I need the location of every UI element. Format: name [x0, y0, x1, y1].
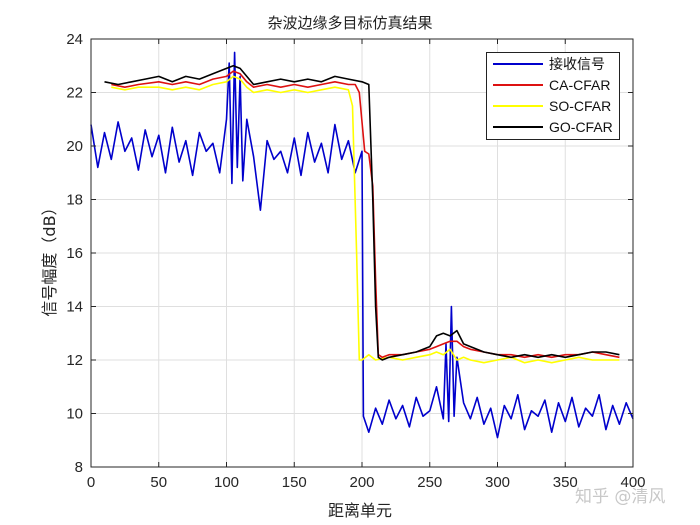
x-tick-label: 250 — [417, 474, 442, 491]
x-tick-label: 350 — [553, 474, 578, 491]
legend: 接收信号 CA-CFAR SO-CFAR GO-CFAR — [486, 52, 620, 140]
y-tick-label: 24 — [66, 31, 83, 48]
y-tick-label: 8 — [75, 459, 83, 476]
y-tick-label: 12 — [66, 352, 83, 369]
legend-label: 接收信号 — [549, 55, 605, 72]
x-tick-label: 0 — [87, 474, 95, 491]
axis-ticks: 0 50 100 150 200 250 300 350 400 8 10 12 14 16 18 20 22 2… — [66, 31, 645, 491]
chart-title: 杂波边缘多目标仿真结果 — [267, 14, 433, 32]
y-tick-label: 16 — [66, 245, 83, 262]
series-line-3 — [104, 65, 620, 361]
x-tick-label: 50 — [150, 474, 167, 491]
legend-label: GO-CFAR — [549, 118, 613, 135]
legend-item-go-cfar: GO-CFAR — [487, 116, 619, 137]
x-tick-label: 150 — [282, 474, 307, 491]
legend-swatch-black — [493, 125, 543, 128]
legend-label: SO-CFAR — [549, 97, 612, 114]
legend-item-received: 接收信号 — [487, 53, 619, 74]
x-tick-label: 100 — [214, 474, 239, 491]
x-axis-label: 距离单元 — [327, 501, 392, 520]
legend-item-ca-cfar: CA-CFAR — [487, 74, 619, 95]
x-tick-label: 300 — [485, 474, 510, 491]
y-axis-label: 信号幅度（dB） — [40, 199, 59, 317]
legend-item-so-cfar: SO-CFAR — [487, 95, 619, 116]
legend-swatch-blue — [493, 62, 543, 65]
x-tick-label: 400 — [620, 474, 645, 491]
y-tick-label: 14 — [66, 299, 83, 316]
y-tick-label: 18 — [66, 192, 83, 209]
data-lines — [90, 51, 634, 439]
y-tick-label: 10 — [66, 406, 83, 423]
legend-label: CA-CFAR — [549, 76, 611, 93]
series-line-0 — [90, 51, 634, 439]
y-tick-label: 20 — [66, 138, 83, 155]
x-tick-label: 200 — [349, 474, 374, 491]
y-tick-label: 22 — [66, 85, 83, 102]
series-line-2 — [111, 75, 620, 364]
watermark: 知乎 @清风 — [575, 487, 666, 507]
legend-swatch-red — [493, 83, 543, 86]
legend-swatch-yellow — [493, 104, 543, 107]
